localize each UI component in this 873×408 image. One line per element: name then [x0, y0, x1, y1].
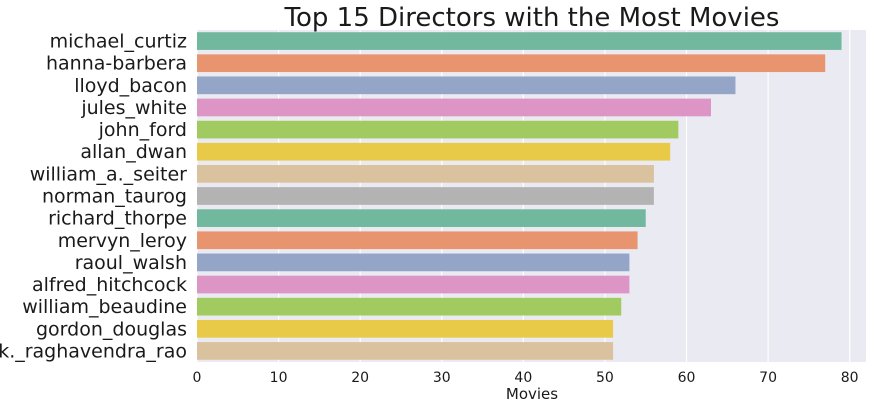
category-label: john_ford	[98, 119, 187, 141]
x-tick-label: 40	[514, 370, 532, 386]
bar-norman_taurog	[197, 187, 654, 205]
bar-raoul_walsh	[197, 253, 630, 272]
bar-lloyd_bacon	[197, 76, 736, 95]
bar-michael_curtiz	[197, 32, 842, 50]
bar-hanna-barbera	[197, 54, 826, 73]
category-label: allan_dwan	[80, 141, 187, 163]
x-tick-labels: 0 10 20 30 40 50 60 70 80	[193, 370, 859, 386]
bar-richard_thorpe	[197, 209, 646, 227]
x-tick-label: 50	[596, 370, 614, 386]
category-label: k._raghavendra_rao	[0, 340, 187, 362]
category-label: alfred_hitchcock	[32, 274, 187, 296]
bar-alfred_hitchcock	[197, 275, 630, 294]
category-label: william_beaudine	[22, 296, 187, 318]
x-axis-label: Movies	[506, 385, 558, 403]
x-tick-label: 20	[351, 370, 369, 386]
category-label: hanna-barbera	[46, 53, 187, 75]
category-labels: michael_curtizhanna-barberalloyd_baconju…	[0, 31, 187, 363]
category-label: mervyn_leroy	[58, 230, 187, 252]
category-label: gordon_douglas	[36, 318, 187, 340]
category-label: richard_thorpe	[48, 208, 187, 230]
category-label: norman_taurog	[42, 186, 187, 208]
bar-allan_dwan	[197, 142, 671, 161]
bar-gordon_douglas	[197, 319, 614, 338]
x-tick-label: 70	[759, 370, 777, 386]
x-tick-label: 0	[193, 370, 202, 386]
bar-william_a._seiter	[197, 165, 654, 183]
x-tick-label: 80	[841, 370, 859, 386]
x-tick-label: 10	[270, 370, 288, 386]
category-label: jules_white	[80, 97, 187, 119]
bar-john_ford	[197, 120, 679, 139]
x-tick-label: 30	[433, 370, 451, 386]
bar-mervyn_leroy	[197, 231, 638, 250]
bar-k._raghavendra_rao	[197, 342, 614, 360]
category-label: michael_curtiz	[50, 31, 187, 53]
chart-title: Top 15 Directors with the Most Movies	[284, 3, 780, 33]
category-label: william_a._seiter	[30, 163, 187, 185]
bars	[197, 32, 842, 360]
category-label: raoul_walsh	[75, 252, 187, 274]
x-tick-label: 60	[678, 370, 696, 386]
bar-jules_white	[197, 98, 711, 117]
bar-william_beaudine	[197, 297, 622, 316]
category-label: lloyd_bacon	[74, 75, 187, 97]
